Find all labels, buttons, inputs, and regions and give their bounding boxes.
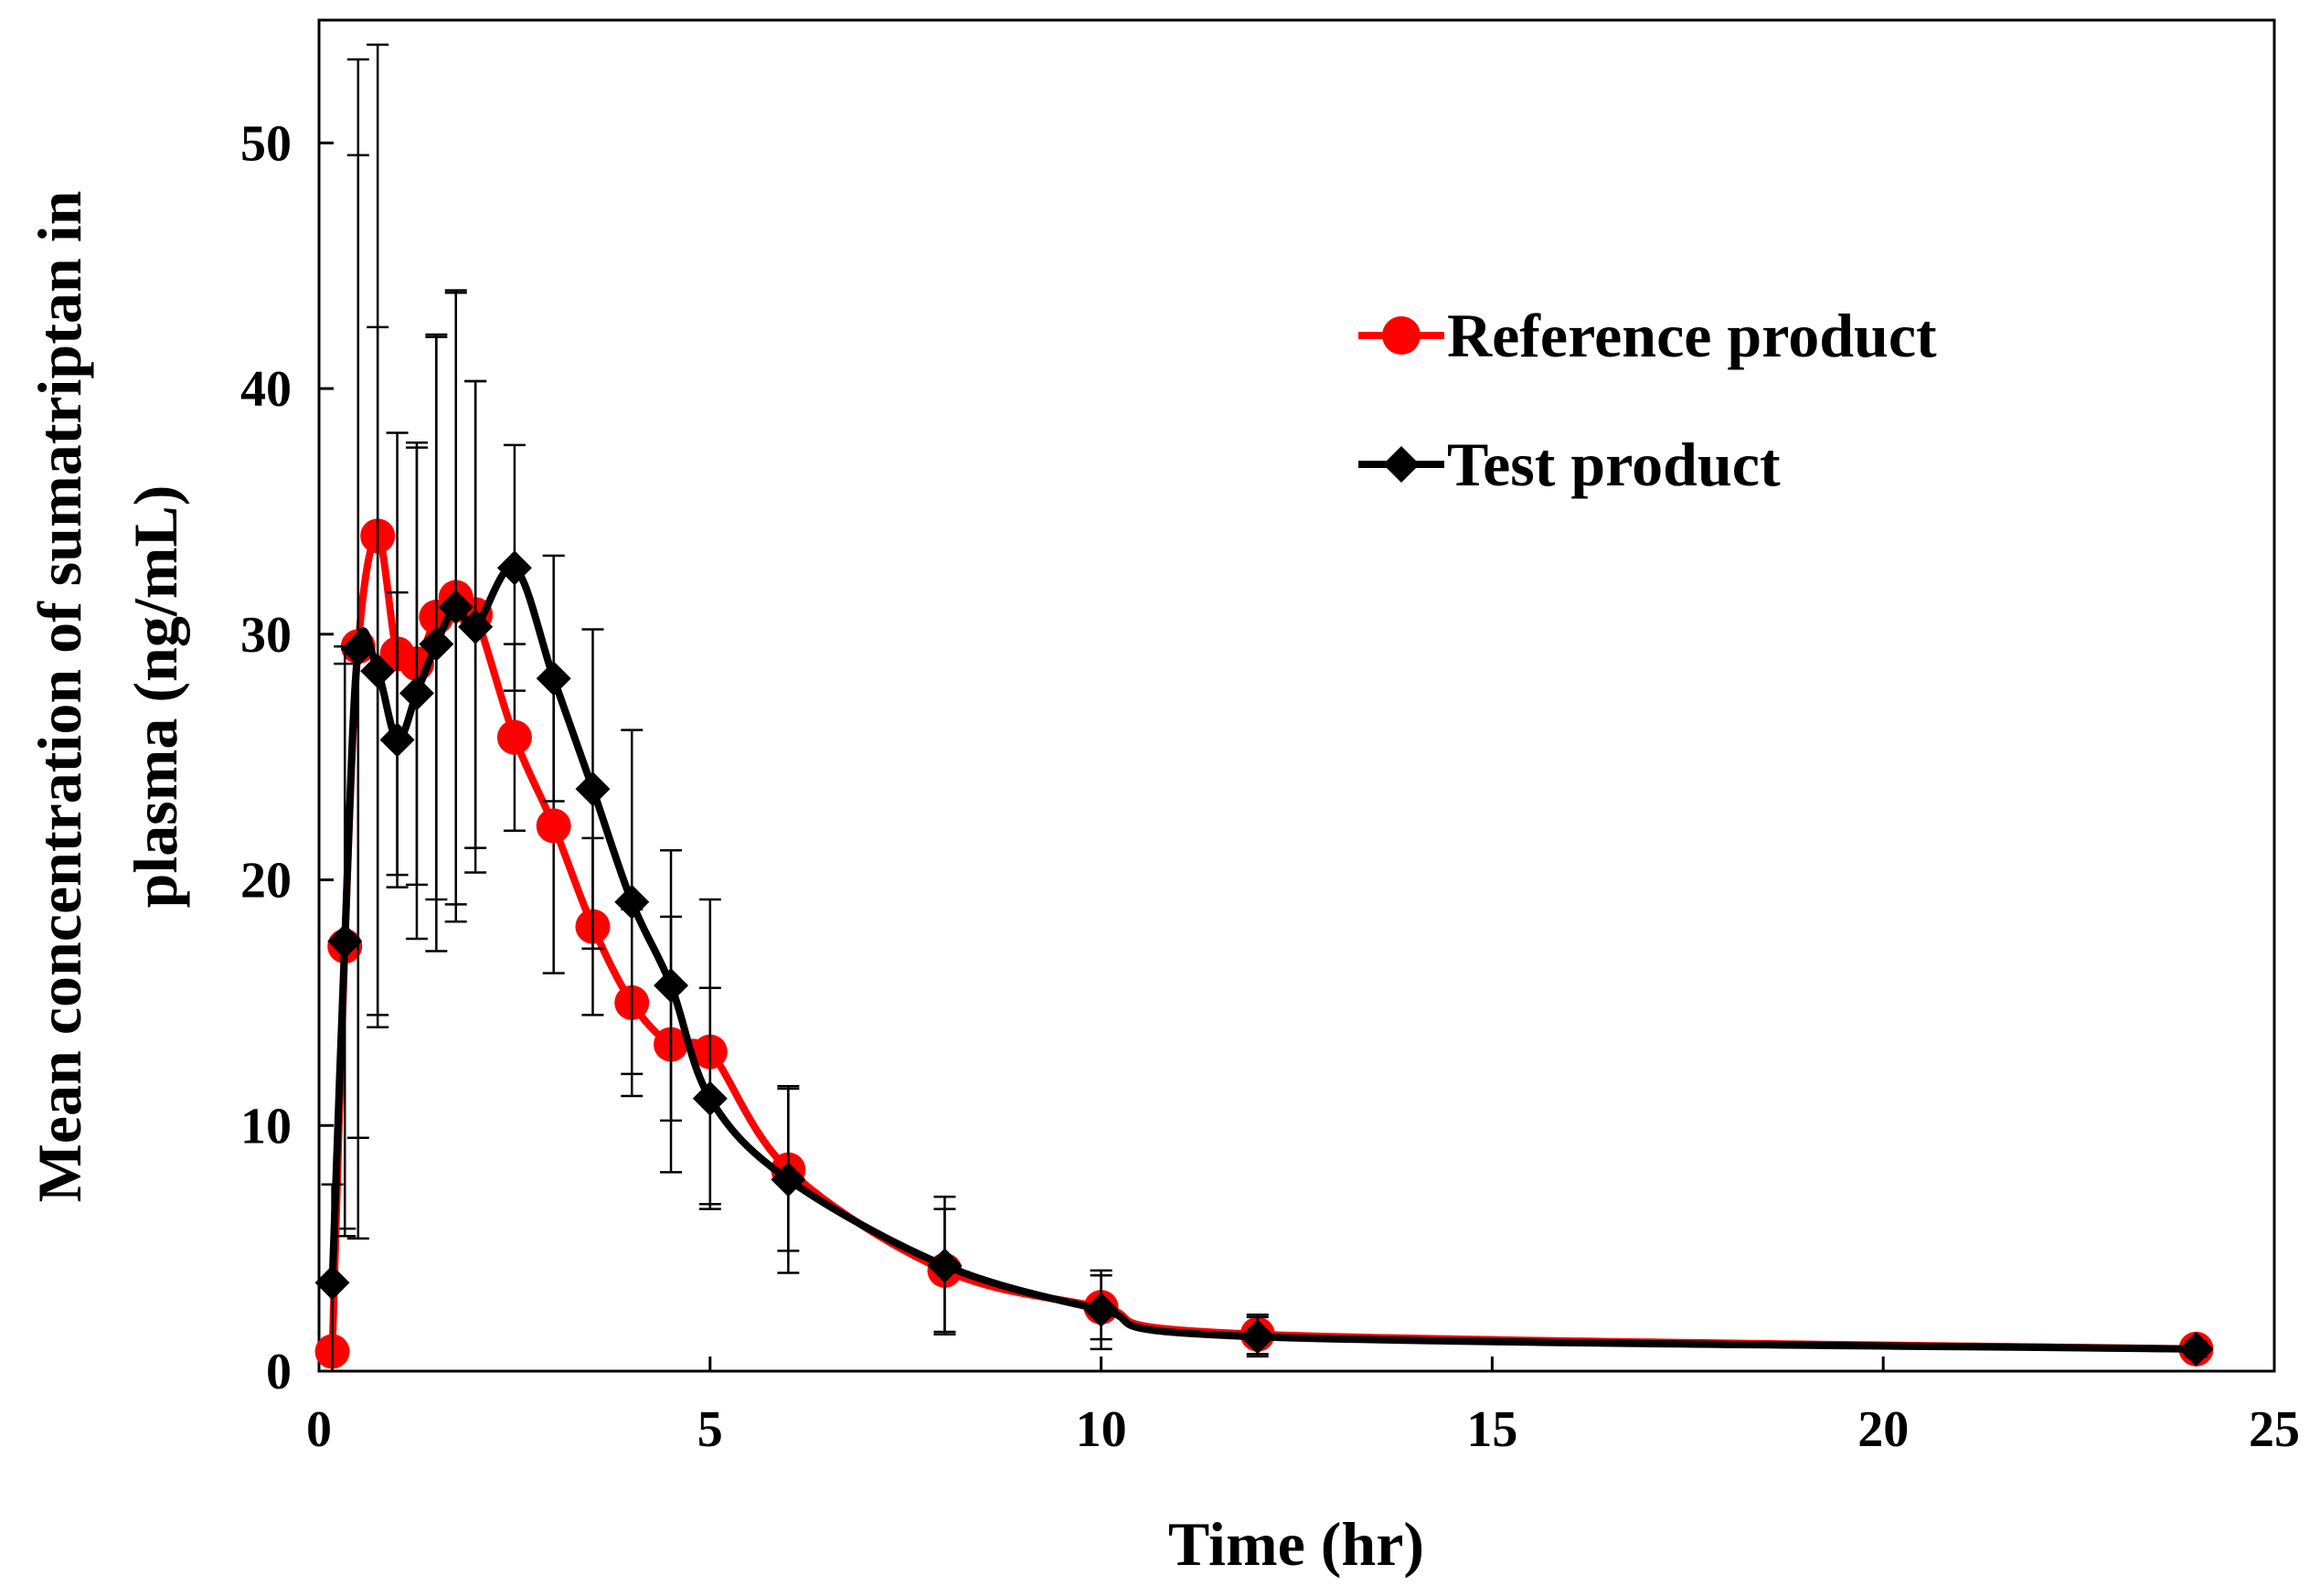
data-point [419, 626, 454, 662]
y-tick-label: 50 [240, 115, 292, 172]
data-point [340, 631, 376, 666]
plot-area [317, 18, 2276, 1373]
x-tick-label: 10 [1076, 1401, 1127, 1458]
data-point [614, 884, 650, 920]
data-point [379, 722, 415, 758]
legend-label-test: Test product [1447, 430, 1781, 499]
y-tick-label: 0 [266, 1344, 292, 1400]
legend-item-test: Test product [1358, 430, 1781, 499]
data-point [536, 808, 571, 844]
legend-marker-reference [1382, 316, 1421, 355]
y-axis: 0 10 20 30 40 50 [240, 115, 334, 1400]
data-point [575, 771, 611, 807]
data-point [399, 676, 434, 711]
x-tick-label: 25 [2249, 1401, 2300, 1458]
y-tick-label: 20 [240, 853, 292, 910]
x-tick-label: 0 [306, 1401, 332, 1458]
x-axis: 0 5 10 15 20 25 [306, 1357, 2300, 1458]
data-point [654, 968, 689, 1004]
x-axis-label: Time (hr) [1168, 1509, 1424, 1579]
legend-label-reference: Reference product [1447, 301, 1937, 370]
data-point [1240, 1319, 1275, 1355]
data-point [360, 654, 396, 689]
data-point [496, 550, 532, 586]
legend: Reference product Test product [1358, 301, 1937, 499]
x-tick-label: 5 [697, 1401, 723, 1458]
y-tick-label: 10 [240, 1098, 292, 1154]
y-axis-label-line-2: plasma (ng/mL) [121, 485, 190, 909]
legend-item-reference: Reference product [1358, 301, 1937, 370]
data-point [692, 1080, 728, 1116]
y-tick-label: 40 [240, 361, 292, 418]
x-tick-label: 15 [1466, 1401, 1517, 1458]
data-point [438, 590, 474, 625]
series-layer [314, 43, 2214, 1373]
data-point [496, 719, 532, 755]
y-tick-label: 30 [240, 607, 292, 664]
y-axis-label-line-1: Mean concentration of sumatriptan in [25, 191, 94, 1203]
data-point [314, 1265, 350, 1301]
x-tick-label: 20 [1857, 1401, 1909, 1458]
data-point [771, 1162, 806, 1197]
data-point [927, 1248, 963, 1283]
series-line [328, 563, 2197, 1353]
data-point [2178, 1331, 2214, 1367]
data-point [1083, 1292, 1119, 1327]
series-test [314, 58, 2214, 1373]
legend-marker-test [1383, 446, 1420, 483]
data-point [327, 923, 363, 959]
data-point [458, 609, 494, 644]
data-point [536, 661, 571, 697]
